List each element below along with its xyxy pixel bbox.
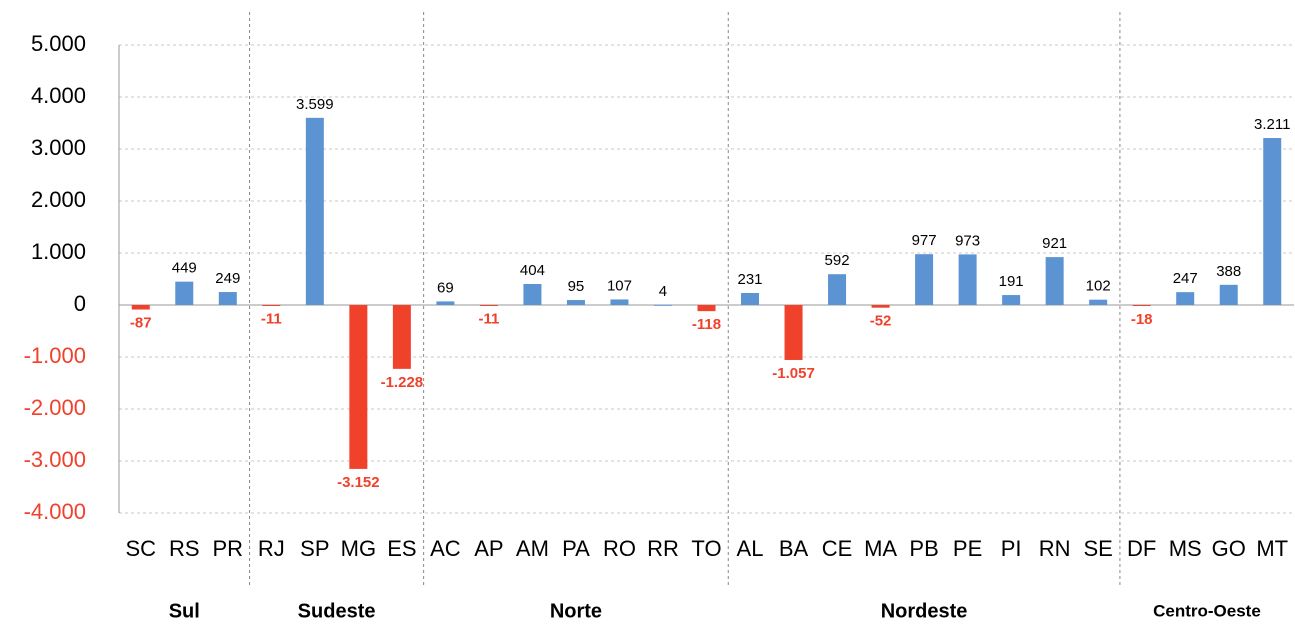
bar xyxy=(349,305,368,469)
value-label: 231 xyxy=(738,271,763,288)
x-tick-label: AP xyxy=(474,536,503,561)
group-label: Centro-Oeste xyxy=(1153,601,1261,620)
y-tick-label: 2.000 xyxy=(31,187,86,212)
bar xyxy=(131,305,150,310)
value-label: 4 xyxy=(659,283,667,300)
y-tick-label: -3.000 xyxy=(24,447,86,472)
x-tick-label: RO xyxy=(603,536,636,561)
x-tick-label: PB xyxy=(909,536,938,561)
x-tick-label: RJ xyxy=(258,536,285,561)
bar xyxy=(523,283,542,305)
x-tick-label: PE xyxy=(953,536,982,561)
bar xyxy=(784,305,803,360)
x-tick-label: PA xyxy=(562,536,590,561)
value-label: 449 xyxy=(172,260,197,277)
x-tick-label: RR xyxy=(647,536,679,561)
bar xyxy=(697,305,716,312)
y-tick-label: 0 xyxy=(74,291,86,316)
value-label: 3.599 xyxy=(296,96,334,113)
x-tick-label: SP xyxy=(300,536,329,561)
group-label: Norte xyxy=(550,600,602,622)
bar xyxy=(1219,284,1238,305)
bar xyxy=(1176,292,1195,305)
value-label: -118 xyxy=(692,316,721,333)
value-label: -1.228 xyxy=(381,374,424,391)
value-label: 249 xyxy=(215,270,240,287)
value-label: 921 xyxy=(1042,235,1067,252)
value-label: 404 xyxy=(520,262,545,279)
bar xyxy=(653,304,672,306)
bar xyxy=(958,254,977,305)
x-tick-label: SE xyxy=(1083,536,1112,561)
x-tick-label: DF xyxy=(1127,536,1156,561)
value-label: -11 xyxy=(478,311,499,328)
value-label: 247 xyxy=(1173,270,1198,287)
y-tick-label: -1.000 xyxy=(24,343,86,368)
bar xyxy=(1002,295,1021,305)
value-label: 388 xyxy=(1216,263,1241,280)
value-label: -87 xyxy=(130,314,152,331)
bar xyxy=(479,305,498,306)
bar xyxy=(1132,305,1151,306)
value-label: 95 xyxy=(568,278,585,295)
group-label: Nordeste xyxy=(881,600,968,622)
bar xyxy=(871,305,890,308)
bar xyxy=(915,254,934,305)
value-label: 69 xyxy=(437,279,454,296)
group-label: Sudeste xyxy=(298,600,376,622)
x-tick-label: AM xyxy=(516,536,549,561)
x-tick-label: RS xyxy=(169,536,200,561)
value-label: 977 xyxy=(912,232,937,249)
value-label: 3.211 xyxy=(1254,116,1290,133)
x-tick-label: PI xyxy=(1001,536,1022,561)
bar xyxy=(262,305,281,306)
bar xyxy=(566,300,585,305)
bar xyxy=(392,305,411,369)
x-tick-label: PR xyxy=(213,536,244,561)
x-tick-label: AL xyxy=(737,536,764,561)
y-tick-label: 3.000 xyxy=(31,135,86,160)
value-label: 973 xyxy=(955,232,980,249)
x-tick-label: GO xyxy=(1212,536,1246,561)
bar xyxy=(218,292,237,305)
value-label: 107 xyxy=(607,277,632,294)
x-tick-label: SC xyxy=(125,536,156,561)
bar xyxy=(1045,257,1064,305)
bar xyxy=(828,274,847,305)
value-label: -1.057 xyxy=(772,365,815,382)
bar xyxy=(610,299,629,305)
y-tick-label: 5.000 xyxy=(31,31,86,56)
x-tick-label: MT xyxy=(1256,536,1288,561)
bar xyxy=(175,281,194,305)
x-tick-label: RN xyxy=(1039,536,1071,561)
x-tick-label: MS xyxy=(1169,536,1202,561)
y-tick-label: 1.000 xyxy=(31,239,86,264)
x-tick-label: MA xyxy=(864,536,897,561)
y-tick-label: -4.000 xyxy=(24,499,86,524)
bar xyxy=(436,301,455,305)
x-tick-label: BA xyxy=(779,536,809,561)
value-label: 191 xyxy=(999,273,1024,290)
x-tick-label: AC xyxy=(430,536,461,561)
group-label: Sul xyxy=(169,600,200,622)
x-tick-label: TO xyxy=(691,536,721,561)
value-label: 592 xyxy=(825,252,850,269)
value-label: -52 xyxy=(870,313,892,330)
value-label: 102 xyxy=(1086,278,1111,295)
bar xyxy=(1089,299,1108,305)
x-tick-label: CE xyxy=(822,536,853,561)
y-tick-label: 4.000 xyxy=(31,83,86,108)
x-tick-label: MG xyxy=(341,536,376,561)
value-label: -18 xyxy=(1131,311,1153,328)
bar xyxy=(1263,138,1282,305)
value-label: -3.152 xyxy=(337,474,380,491)
bar xyxy=(305,117,324,306)
bar xyxy=(741,292,760,305)
value-label: -11 xyxy=(261,311,282,328)
y-tick-label: -2.000 xyxy=(24,395,86,420)
x-tick-label: ES xyxy=(387,536,416,561)
